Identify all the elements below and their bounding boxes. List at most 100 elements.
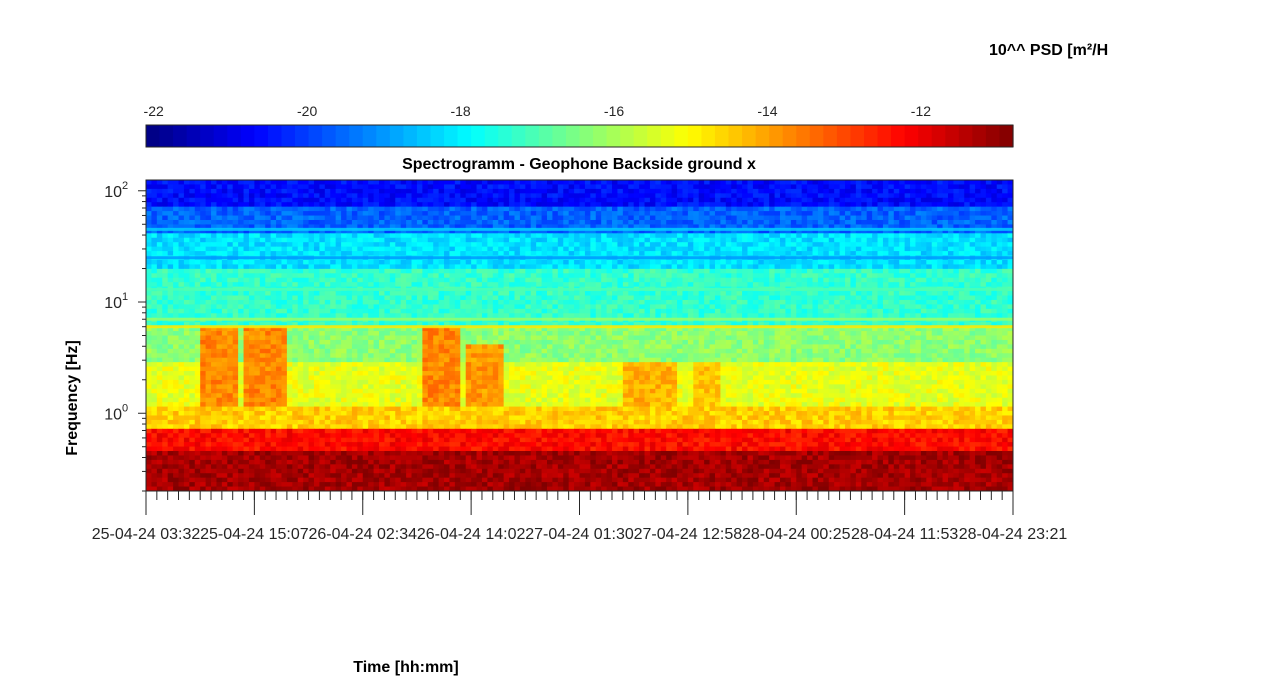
heatmap-cell (850, 237, 857, 243)
heatmap-cell (232, 228, 239, 234)
heatmap-cell (779, 291, 786, 297)
heatmap-cell (265, 304, 272, 310)
heatmap-cell (324, 219, 331, 225)
heatmap-cell (379, 299, 385, 305)
heatmap-cell (449, 246, 456, 252)
heatmap-cell (308, 268, 315, 274)
heatmap-cell (519, 313, 526, 319)
heatmap-cell (541, 304, 548, 310)
heatmap-cell (666, 259, 673, 265)
heatmap-cell (790, 242, 797, 248)
heatmap-cell (926, 308, 933, 314)
heatmap-cell (931, 206, 938, 212)
heatmap-cell (221, 184, 228, 190)
heatmap-cell (747, 202, 754, 208)
heatmap-cell (514, 295, 521, 301)
heatmap-cell (682, 193, 689, 199)
heatmap-cell (812, 259, 819, 265)
heatmap-cell (893, 242, 900, 248)
heatmap-cell (720, 242, 727, 248)
heatmap-cell (254, 215, 261, 221)
heatmap-cell (259, 277, 266, 283)
heatmap-cell (324, 224, 331, 230)
heatmap-cell (444, 233, 450, 239)
heatmap-cell (557, 313, 564, 319)
heatmap-cell (373, 202, 380, 208)
heatmap-cell (1002, 295, 1009, 301)
heatmap-cell (985, 215, 992, 221)
heatmap-cell (682, 202, 689, 208)
heatmap-cell (422, 188, 429, 194)
heatmap-cell (698, 295, 705, 301)
heatmap-cell (947, 188, 954, 194)
heatmap-cell (991, 299, 998, 305)
heatmap-cell (861, 197, 868, 203)
heatmap-cell (313, 184, 320, 190)
heatmap-cell (384, 277, 391, 283)
heatmap-cell (709, 304, 716, 310)
heatmap-cell (866, 233, 873, 239)
heatmap-cell (297, 228, 304, 234)
heatmap-cell (1007, 202, 1014, 208)
heatmap-cell (248, 233, 255, 239)
heatmap-cell (416, 211, 423, 217)
heatmap-cell (991, 219, 998, 225)
heatmap-cell (693, 202, 700, 208)
heatmap-cell (341, 180, 347, 185)
heatmap-cell (742, 291, 748, 297)
heatmap-cell (297, 246, 304, 252)
heatmap-cell (530, 197, 537, 203)
heatmap-cell (400, 246, 407, 252)
heatmap-cell (297, 242, 304, 248)
heatmap-cell (660, 233, 667, 239)
heatmap-cell (530, 295, 537, 301)
heatmap-cell (330, 206, 337, 212)
heatmap-cell (406, 282, 413, 288)
heatmap-cell (319, 251, 326, 257)
heatmap-cell (639, 237, 646, 243)
heatmap-cell (492, 237, 499, 243)
heatmap-cell (303, 219, 310, 225)
heatmap-cell (330, 291, 337, 297)
heatmap-cell (899, 242, 906, 248)
heatmap-cell (308, 184, 315, 190)
heatmap-cell (823, 211, 830, 217)
heatmap-cell (519, 211, 526, 217)
heatmap-cell (324, 282, 331, 288)
heatmap-cell (769, 228, 776, 234)
heatmap-cell (146, 206, 152, 212)
heatmap-cell (769, 219, 776, 225)
heatmap-cell (758, 264, 765, 270)
heatmap-cell (601, 188, 608, 194)
heatmap-cell (736, 237, 743, 243)
heatmap-cell (937, 206, 944, 212)
heatmap-cell (606, 206, 613, 212)
heatmap-cell (926, 233, 933, 239)
heatmap-cell (200, 193, 207, 199)
heatmap-cell (714, 202, 721, 208)
heatmap-cell (351, 242, 358, 248)
heatmap-cell (427, 291, 434, 297)
heatmap-cell (660, 277, 667, 283)
heatmap-cell (747, 268, 754, 274)
heatmap-cell (319, 202, 326, 208)
heatmap-cell (942, 224, 949, 230)
heatmap-cell (801, 246, 808, 252)
heatmap-cell (319, 242, 326, 248)
heatmap-cell (503, 228, 510, 234)
heatmap-cell (953, 237, 960, 243)
heatmap-cell (422, 308, 429, 314)
colorbar-segment (471, 125, 486, 147)
heatmap-cell (270, 193, 277, 199)
heatmap-cell (834, 295, 841, 301)
heatmap-cell (216, 188, 223, 194)
heatmap-cell (509, 313, 515, 319)
heatmap-cell (752, 193, 759, 199)
heatmap-cell (742, 211, 748, 217)
heatmap-cell (612, 304, 618, 310)
heatmap-cell (839, 188, 846, 194)
heatmap-cell (552, 308, 559, 314)
heatmap-cell (503, 282, 510, 288)
heatmap-cell (855, 277, 862, 283)
heatmap-cell (628, 215, 635, 221)
